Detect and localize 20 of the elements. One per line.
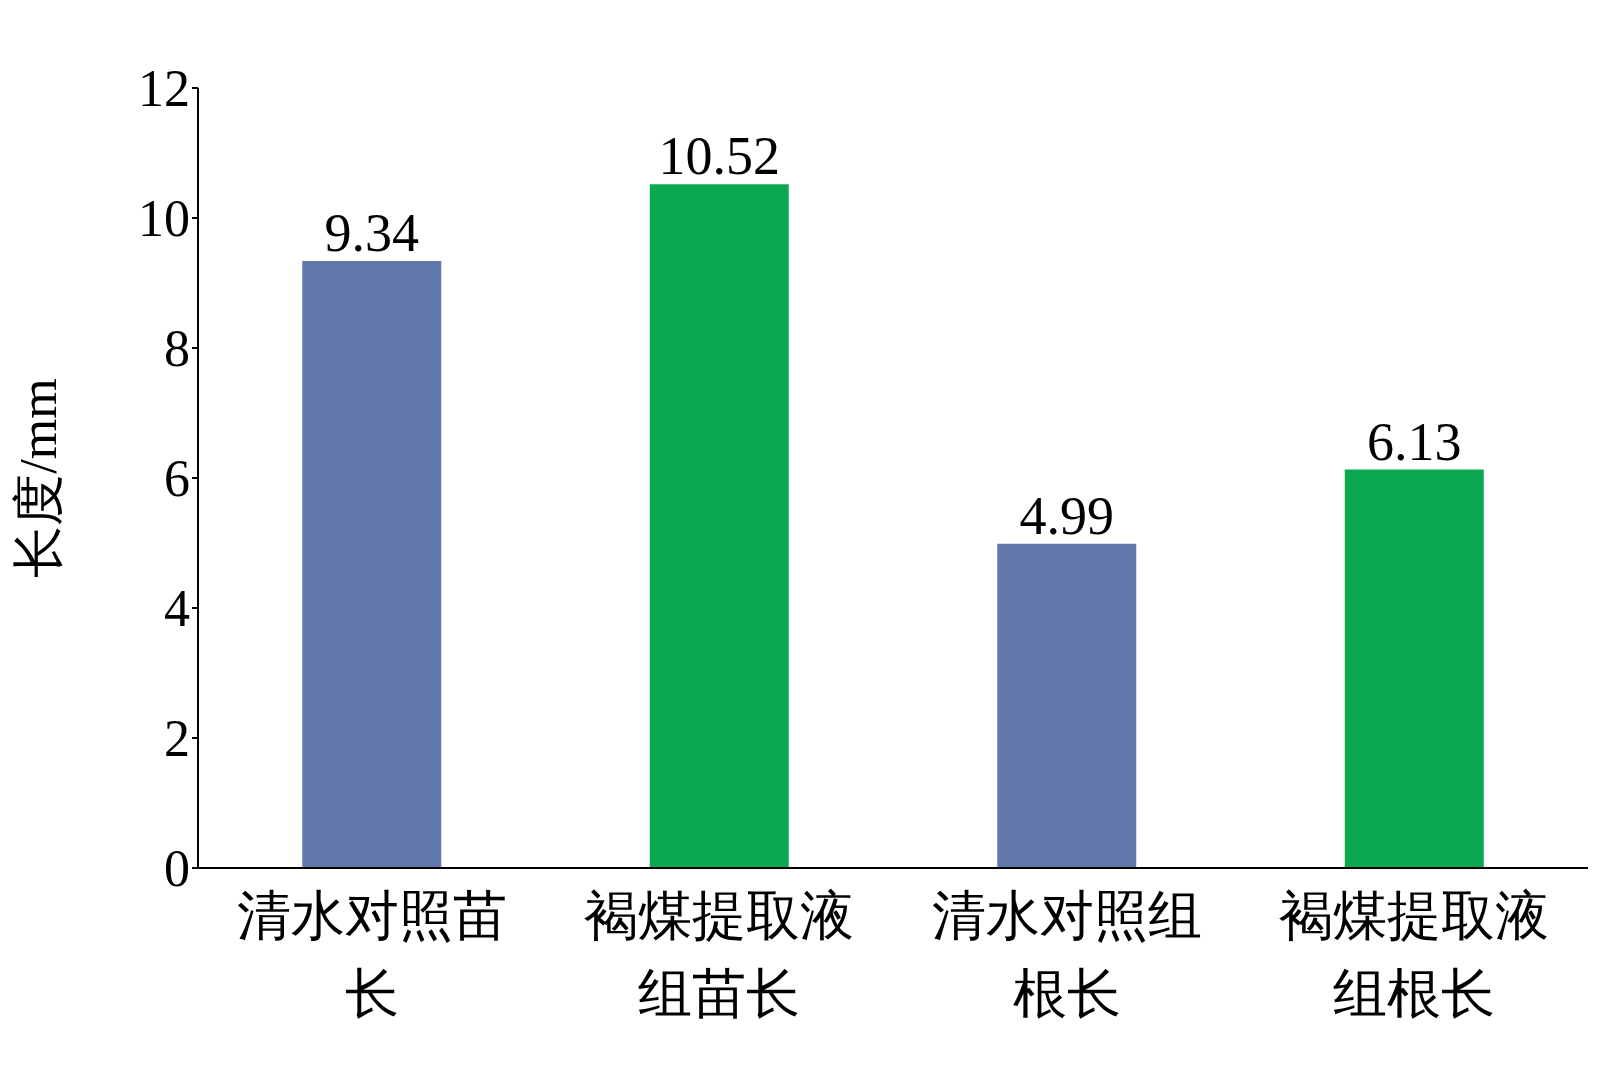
data-label: 6.13 bbox=[1367, 411, 1462, 472]
bar bbox=[1344, 469, 1484, 868]
y-axis-title: 长度/mm bbox=[10, 378, 68, 578]
y-tick-label: 8 bbox=[164, 320, 190, 378]
data-label: 9.34 bbox=[324, 202, 419, 263]
y-tick-label: 12 bbox=[138, 60, 190, 118]
x-tick-label: 清水对照组根长 bbox=[931, 886, 1202, 1024]
y-tick-label: 2 bbox=[164, 710, 190, 768]
bar bbox=[302, 260, 442, 868]
data-label: 4.99 bbox=[1019, 485, 1114, 546]
bar bbox=[997, 543, 1137, 868]
y-tick-label: 4 bbox=[164, 580, 190, 638]
y-tick-label: 0 bbox=[164, 840, 190, 898]
y-tick-label: 6 bbox=[164, 450, 190, 508]
x-tick-label: 褐煤提取液组苗长 bbox=[584, 886, 855, 1024]
bar bbox=[649, 184, 789, 868]
x-tick-label: 褐煤提取液组根长 bbox=[1279, 886, 1550, 1024]
x-tick-label: 清水对照苗长 bbox=[236, 886, 507, 1024]
y-tick-label: 10 bbox=[138, 190, 190, 248]
data-label: 10.52 bbox=[658, 126, 780, 187]
